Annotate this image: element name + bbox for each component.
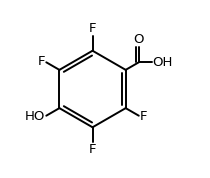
Text: HO: HO (25, 110, 45, 123)
Text: F: F (89, 143, 96, 156)
Text: F: F (89, 22, 96, 35)
Text: F: F (140, 110, 147, 123)
Text: OH: OH (153, 56, 173, 69)
Text: F: F (38, 55, 45, 68)
Text: O: O (134, 33, 144, 46)
